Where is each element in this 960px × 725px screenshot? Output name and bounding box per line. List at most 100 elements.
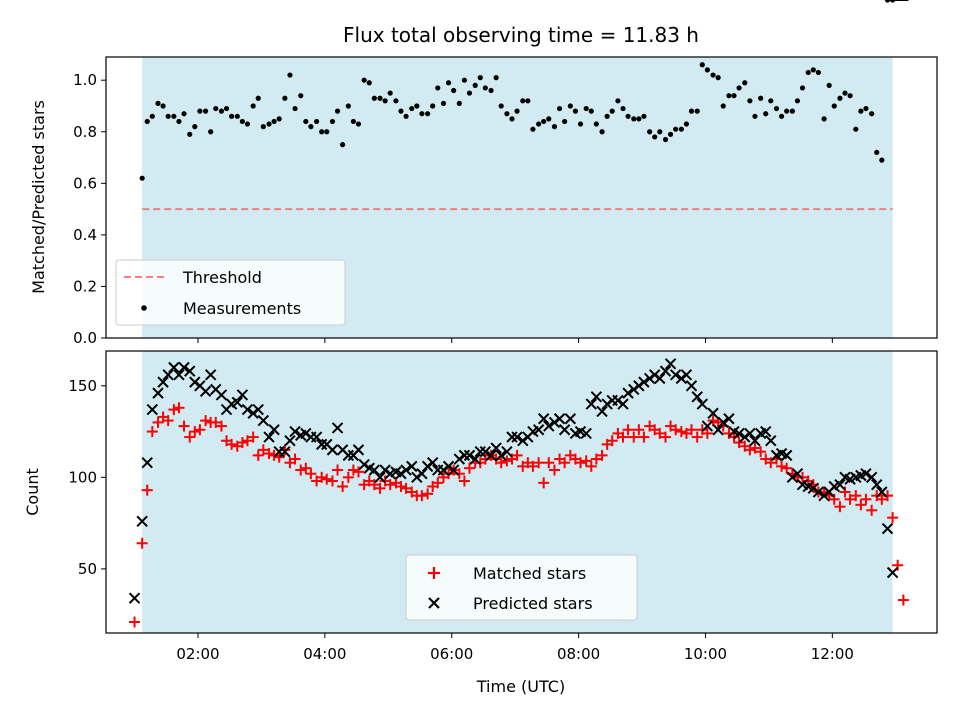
predicted-star-point: [469, 453, 481, 465]
predicted-x-b: [537, 413, 550, 425]
measurement-point: [551, 124, 558, 130]
predicted-x-b: [458, 449, 471, 462]
predicted-x-b: [680, 369, 693, 381]
measurement-point: [710, 72, 716, 78]
predicted-star-point: [760, 425, 772, 438]
y-tick-label: 0.6: [73, 174, 97, 192]
predicted-x-b: [390, 466, 402, 478]
measurement-point: [419, 111, 425, 117]
predicted-star-point: [268, 424, 280, 436]
predicted-star-point: [664, 358, 677, 370]
matched-star-point: [332, 464, 344, 476]
chart-title: Flux total observing time = 11.83 h: [343, 23, 699, 47]
predicted-x-b: [199, 385, 212, 397]
measurement-point: [435, 85, 441, 91]
matched-star-point: [236, 437, 248, 449]
x-tick-label: 12:00: [811, 645, 854, 663]
measurement-point: [430, 103, 436, 109]
measurement-point: [683, 121, 690, 127]
measurement-point: [461, 77, 468, 83]
predicted-x-b: [839, 471, 851, 484]
predicted-star-point: [707, 407, 719, 419]
predicted-x-b: [162, 369, 174, 381]
measurement-point: [699, 62, 705, 68]
matched-star-point: [691, 431, 703, 443]
bottom-y-ticks: 50 100 150: [68, 377, 106, 578]
predicted-star-point: [279, 446, 291, 458]
predicted-x-b: [506, 431, 518, 443]
measurement-point: [276, 116, 282, 122]
predicted-x-b: [717, 416, 729, 429]
predicted-star-point: [558, 424, 571, 436]
predicted-star-point: [685, 380, 698, 392]
measurement-point: [171, 113, 177, 119]
legend-matched-label: Matched stars: [473, 564, 586, 583]
measurement-point: [414, 103, 420, 109]
predicted-x-b: [765, 435, 777, 447]
measurement-point: [546, 116, 552, 122]
predicted-star-point: [128, 592, 141, 604]
predicted-x-b: [812, 486, 825, 498]
measurement-point: [752, 113, 758, 119]
measurement-point: [181, 111, 187, 117]
measurement-point: [340, 142, 346, 148]
predicted-x-b: [400, 464, 412, 476]
matched-star-point: [638, 431, 650, 443]
predicted-star-point: [886, 566, 899, 579]
predicted-x-b: [669, 369, 682, 381]
predicted-star-point: [184, 365, 196, 377]
predicted-star-point: [374, 471, 386, 484]
matched-star-point: [876, 493, 888, 505]
predicted-star-point: [834, 478, 846, 491]
matched-star-point: [400, 482, 412, 494]
matched-star-point: [866, 504, 878, 516]
predicted-star-point: [543, 420, 555, 432]
legend-measurements-swatch: [141, 305, 147, 311]
measurement-point: [525, 98, 531, 104]
top-legend: Threshold Measurements: [115, 259, 346, 326]
measurement-point: [704, 67, 710, 73]
measurement-point: [239, 118, 245, 125]
measurement-point: [815, 69, 821, 76]
predicted-star-point: [696, 398, 708, 410]
legend-threshold-label: Threshold: [182, 268, 262, 287]
predicted-x-b: [685, 380, 698, 392]
predicted-star-point: [136, 515, 148, 528]
measurement-point: [837, 95, 843, 101]
predicted-x-b: [712, 424, 724, 436]
measurement-point: [742, 80, 748, 86]
predicted-star-point: [865, 471, 878, 484]
predicted-star-point: [400, 464, 412, 476]
measurement-point: [789, 108, 795, 114]
measurement-point: [244, 121, 251, 127]
predicted-x-b: [485, 449, 497, 462]
matched-star-point: [897, 594, 909, 606]
matched-star-point: [707, 415, 719, 427]
measurement-point: [382, 98, 388, 104]
matched-star-point: [210, 416, 222, 428]
measurement-point: [308, 124, 314, 130]
legend-measurements-label: Measurements: [183, 299, 301, 318]
predicted-star-point: [749, 435, 761, 447]
predicted-star-point: [791, 467, 804, 480]
matched-star-point: [882, 490, 894, 502]
matched-star-point: [368, 479, 380, 491]
matched-star-point: [173, 402, 185, 414]
predicted-star-point: [717, 416, 729, 429]
predicted-x-b: [331, 422, 344, 434]
predicted-x-b: [501, 446, 513, 458]
predicted-x-b: [659, 365, 672, 377]
y-tick-label: 100: [68, 468, 97, 486]
measurement-point: [609, 108, 615, 114]
predicted-star-point: [426, 456, 439, 469]
measurement-point: [393, 98, 399, 104]
predicted-x-b: [321, 438, 333, 451]
measurement-point: [715, 75, 721, 81]
matched-star-point: [458, 475, 470, 487]
x-tick-label: 08:00: [557, 645, 600, 663]
measurement-point: [192, 124, 198, 130]
predicted-x-b: [580, 427, 592, 440]
y-tick-label: 0.8: [73, 123, 97, 141]
matched-star-point: [590, 453, 602, 465]
matched-star-point: [675, 426, 687, 438]
